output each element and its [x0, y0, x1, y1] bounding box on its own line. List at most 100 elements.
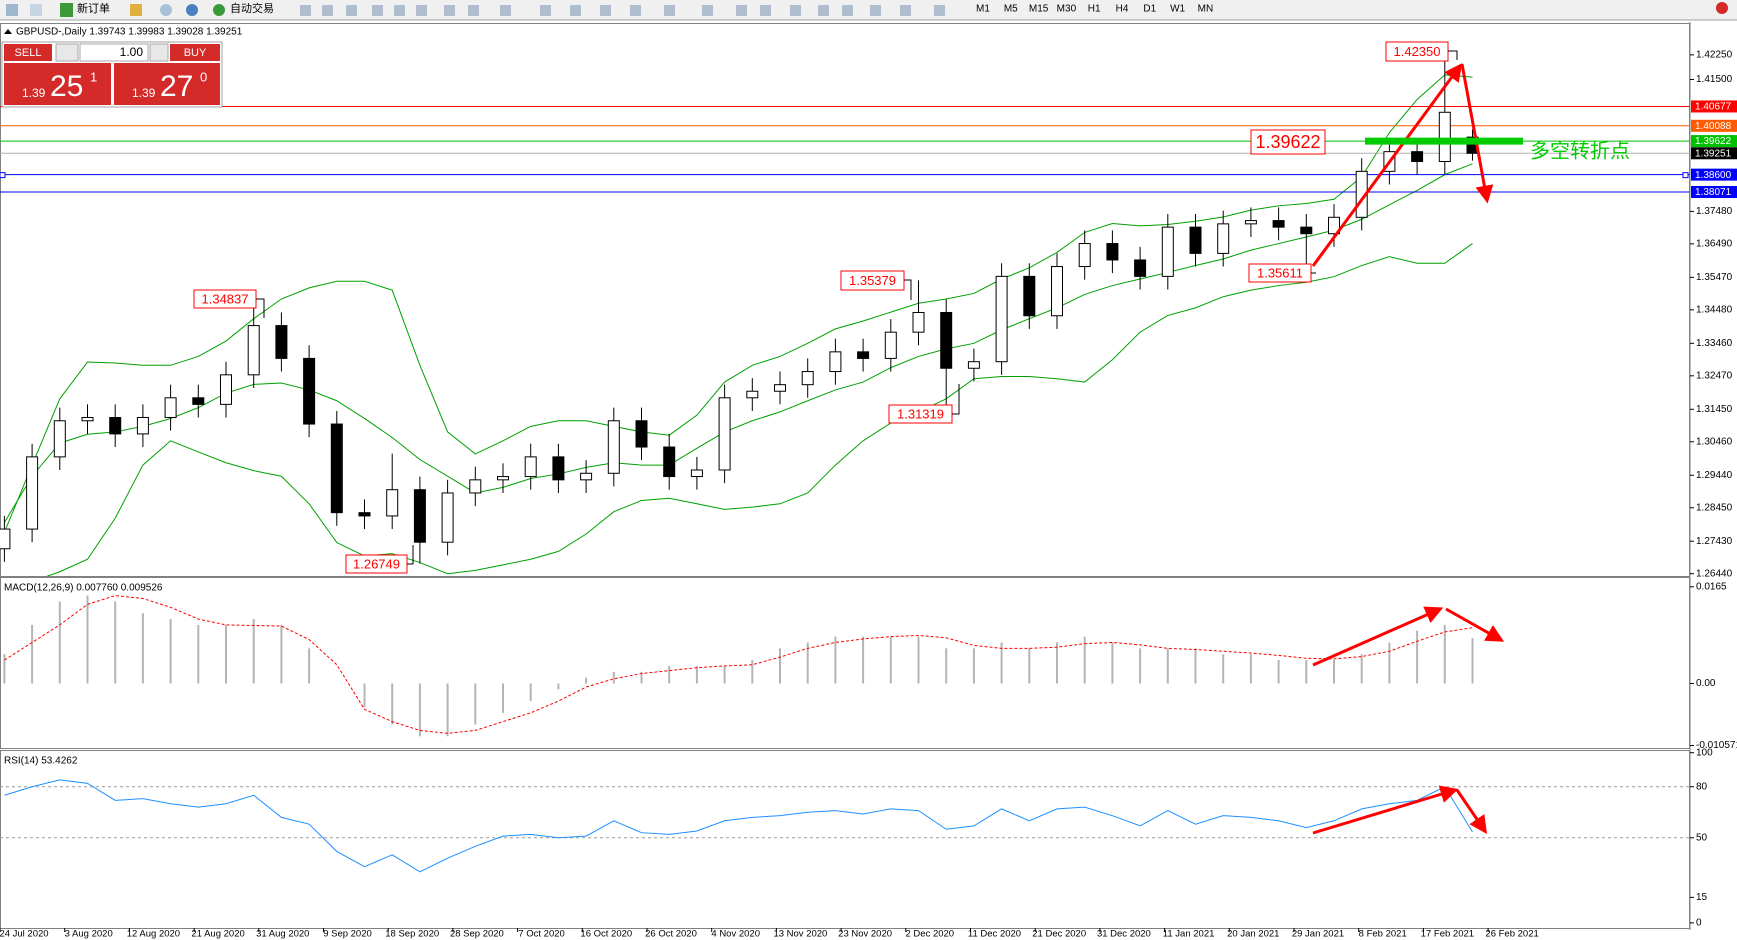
x-tick-label: 9 Sep 2020: [323, 929, 372, 940]
timeframe-button[interactable]: M30: [1057, 4, 1077, 15]
tool-icon[interactable]: [500, 5, 511, 16]
tool-icon[interactable]: [934, 5, 945, 16]
buy-label[interactable]: BUY: [184, 47, 207, 59]
tool-icon[interactable]: [570, 5, 581, 16]
candle-body: [497, 476, 509, 481]
icon[interactable]: [6, 4, 18, 16]
tool-icon[interactable]: [346, 5, 357, 16]
candle-body: [1189, 226, 1202, 254]
icon[interactable]: [160, 4, 172, 16]
alert-icon[interactable]: [1716, 2, 1728, 14]
auto-trading-icon[interactable]: [213, 4, 225, 16]
annotation-label: 1.34837: [202, 291, 249, 306]
candle-body: [718, 397, 731, 471]
candle-body: [746, 390, 759, 399]
tool-icon[interactable]: [818, 5, 829, 16]
candle-body: [663, 446, 676, 478]
sell-price-pips[interactable]: 25: [50, 70, 83, 103]
buy-price-box[interactable]: [114, 63, 220, 105]
candle-body: [358, 512, 371, 517]
y-tick-label: 1.36490: [1696, 239, 1733, 250]
sell-price-box[interactable]: [4, 63, 111, 105]
lot-field[interactable]: [79, 43, 149, 62]
pivot-note: 多空转折点: [1530, 139, 1630, 162]
x-tick-label: 3 Aug 2020: [65, 929, 113, 940]
tool-icon[interactable]: [842, 5, 853, 16]
candle-body: [1217, 223, 1230, 254]
x-tick-label: 29 Jan 2021: [1292, 929, 1344, 940]
tool-icon[interactable]: [600, 5, 611, 16]
rsi-title: RSI(14) 53.4262: [4, 756, 78, 767]
candle-body: [164, 397, 177, 418]
buy-price-pips[interactable]: 27: [160, 70, 193, 103]
tool-icon[interactable]: [760, 5, 771, 16]
tool-icon[interactable]: [702, 5, 713, 16]
timeframe-button[interactable]: W1: [1170, 4, 1185, 15]
y-tick-label: 100: [1696, 747, 1713, 758]
tool-icon[interactable]: [736, 5, 747, 16]
tool-icon[interactable]: [416, 5, 427, 16]
y-tick-label: 1.35470: [1696, 272, 1733, 283]
sell-button[interactable]: [4, 44, 52, 61]
timeframe-button[interactable]: H4: [1116, 4, 1129, 15]
rsi-frame: [0, 750, 1690, 929]
timeframe-button[interactable]: D1: [1143, 4, 1156, 15]
tool-icon[interactable]: [790, 5, 801, 16]
tool-icon[interactable]: [870, 5, 881, 16]
bollinger-middle: [3, 163, 1473, 523]
lot-down[interactable]: [55, 43, 79, 62]
y-tick-label: 50: [1696, 832, 1708, 843]
candle-body: [192, 397, 205, 405]
tool-icon[interactable]: [300, 5, 311, 16]
lot-value[interactable]: 1.00: [120, 45, 144, 59]
collapse-arrow[interactable]: [4, 29, 12, 34]
x-tick-label: 16 Oct 2020: [580, 929, 632, 940]
tool-icon[interactable]: [394, 5, 405, 16]
tool-icon[interactable]: [468, 5, 479, 16]
tool-icon[interactable]: [630, 5, 641, 16]
sell-price-point[interactable]: 1: [90, 69, 97, 84]
timeframe-button[interactable]: M5: [1004, 4, 1018, 15]
candle-body: [524, 456, 537, 478]
y-tick-label: 1.27430: [1696, 536, 1733, 547]
icon[interactable]: [30, 4, 42, 16]
y-tick-label: 1.41500: [1696, 74, 1733, 85]
tool-icon[interactable]: [900, 5, 911, 16]
buy-button[interactable]: [170, 44, 220, 61]
y-tick-label: 15: [1696, 892, 1708, 903]
buy-price-big-figure[interactable]: 1.39: [132, 86, 156, 100]
timeframe-button[interactable]: MN: [1198, 4, 1214, 15]
annotation-connector: [1448, 50, 1458, 60]
candle-body: [247, 325, 260, 376]
candle-body: [801, 371, 814, 386]
y-tick-label: 1.32470: [1696, 370, 1733, 381]
x-tick-label: 11 Dec 2020: [968, 929, 1021, 940]
y-tick-label: 1.31450: [1696, 404, 1733, 415]
new-order-icon[interactable]: [60, 3, 73, 17]
annotation-connector: [904, 279, 912, 300]
tool-icon[interactable]: [540, 5, 551, 16]
y-tick-label: 1.33460: [1696, 338, 1733, 349]
icon[interactable]: [130, 4, 142, 16]
timeframe-button[interactable]: M1: [976, 4, 990, 15]
tool-icon[interactable]: [322, 5, 333, 16]
tool-icon[interactable]: [444, 5, 455, 16]
candle-body: [441, 492, 454, 543]
candle-body: [303, 357, 316, 425]
new-order-button[interactable]: 新订单: [77, 1, 110, 15]
sell-price-big-figure[interactable]: 1.39: [22, 86, 46, 100]
auto-trading-button[interactable]: 自动交易: [230, 1, 274, 15]
y-tick-label: 1.26440: [1696, 568, 1733, 579]
level-label-bg: [1691, 100, 1737, 113]
timeframe-button[interactable]: H1: [1088, 4, 1101, 15]
timeframe-button[interactable]: M15: [1029, 4, 1049, 15]
sell-label[interactable]: SELL: [15, 47, 42, 59]
tool-icon[interactable]: [372, 5, 383, 16]
x-tick-label: 18 Sep 2020: [385, 929, 439, 940]
buy-price-point[interactable]: 0: [200, 69, 207, 84]
trend-arrows: [1311, 63, 1505, 835]
tool-icon[interactable]: [664, 5, 675, 16]
candle-body: [995, 275, 1008, 363]
lot-up[interactable]: [149, 43, 169, 62]
icon[interactable]: [186, 4, 198, 16]
